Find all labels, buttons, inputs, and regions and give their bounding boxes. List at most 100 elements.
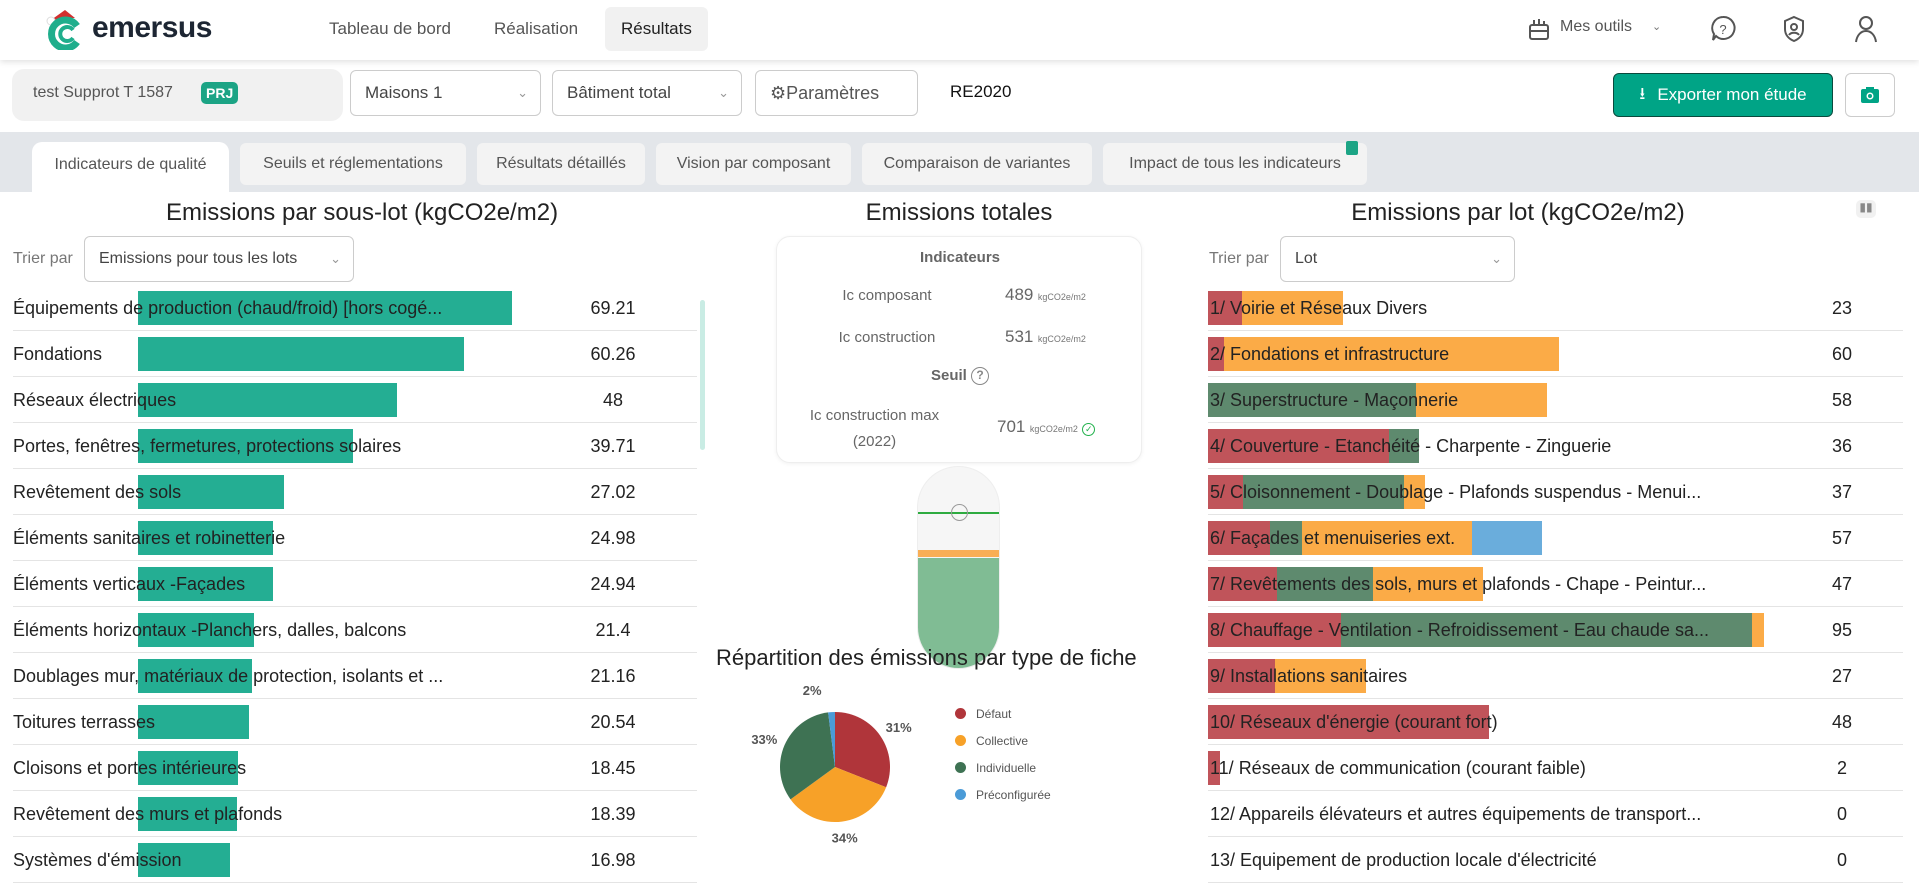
table-row[interactable]: 12/ Appareils élévateurs et autres équip… xyxy=(1208,791,1903,837)
tab-seuils[interactable]: Seuils et réglementations xyxy=(240,143,466,185)
table-row[interactable]: Systèmes d'émission 16.98 xyxy=(13,837,697,883)
pie-slice-collective[interactable] xyxy=(790,767,887,822)
nav-tableau-de-bord[interactable]: Tableau de bord xyxy=(329,19,451,38)
emissions-gauge xyxy=(917,466,1000,669)
segment-individuelle xyxy=(1277,567,1374,601)
ic-composant-label: Ic composant xyxy=(842,287,932,304)
chart-view-icon[interactable]: ▮▮ xyxy=(1856,200,1876,218)
table-row[interactable]: Doublages mur, matériaux de protection, … xyxy=(13,653,697,699)
legend-item[interactable]: Préconfigurée xyxy=(955,781,1051,808)
table-row[interactable]: Réseaux électriques 48 xyxy=(13,377,697,423)
shield-user-icon[interactable] xyxy=(1781,15,1807,43)
pie-data-label: 34% xyxy=(832,830,858,845)
tab-resultats-detailles[interactable]: Résultats détaillés xyxy=(477,143,645,185)
legend-dot xyxy=(955,789,966,800)
logo-icon[interactable] xyxy=(43,8,87,52)
table-row[interactable]: Éléments verticaux -Façades 24.94 xyxy=(13,561,697,607)
regulation-label: RE2020 xyxy=(950,82,1012,101)
unit: kgCO2e/m2 xyxy=(1037,292,1086,302)
table-row[interactable]: 10/ Réseaux d'énergie (courant fort) 48 xyxy=(1208,699,1903,745)
table-row[interactable]: Éléments horizontaux -Planchers, dalles,… xyxy=(13,607,697,653)
chevron-down-icon: ⌄ xyxy=(1491,251,1502,266)
emission-bar xyxy=(138,797,238,831)
table-row[interactable]: Revêtement des murs et plafonds 18.39 xyxy=(13,791,697,837)
segment-defaut xyxy=(1208,337,1225,371)
table-row[interactable]: 13/ Equipement de production locale d'él… xyxy=(1208,837,1903,883)
building-select[interactable]: Maisons 1 ⌄ xyxy=(350,70,541,116)
table-row[interactable]: 7/ Revêtements des sols, murs et plafond… xyxy=(1208,561,1903,607)
table-row[interactable]: Fondations 60.26 xyxy=(13,331,697,377)
nav-realisation[interactable]: Réalisation xyxy=(494,19,579,38)
table-row[interactable]: Revêtement des sols 27.02 xyxy=(13,469,697,515)
table-row[interactable]: 5/ Cloisonnement - Doublage - Plafonds s… xyxy=(1208,469,1903,515)
ic-construction-value: 531 kgCO2e/m2 xyxy=(1005,327,1086,347)
tab-impact-indicateurs[interactable]: Impact de tous les indicateurs xyxy=(1103,143,1367,185)
export-button[interactable]: ⭳ Exporter mon étude xyxy=(1613,73,1833,117)
table-row[interactable]: 3/ Superstructure - Maçonnerie 58 xyxy=(1208,377,1903,423)
pie-slice-défaut[interactable] xyxy=(835,712,890,788)
right-sort-label: Trier par xyxy=(1209,250,1269,267)
gauge-fill xyxy=(918,557,999,668)
tab-comparaison-variantes[interactable]: Comparaison de variantes xyxy=(862,143,1092,185)
row-value: 0 xyxy=(1836,850,1847,870)
legend-dot xyxy=(955,735,966,746)
table-row[interactable]: 6/ Façades et menuiseries ext. 57 xyxy=(1208,515,1903,561)
toolbox-icon[interactable] xyxy=(1526,16,1552,42)
right-sort-select[interactable]: Lot ⌄ xyxy=(1280,236,1515,282)
legend-item[interactable]: Défaut xyxy=(955,700,1051,727)
table-row[interactable]: 9/ Installations sanitaires 27 xyxy=(1208,653,1903,699)
row-value: 2 xyxy=(1836,758,1847,778)
chevron-down-icon[interactable]: ⌄ xyxy=(1652,21,1662,33)
screenshot-button[interactable] xyxy=(1845,73,1895,117)
row-label: 11/ Réseaux de communication (courant fa… xyxy=(1210,758,1586,778)
user-icon[interactable] xyxy=(1853,15,1879,43)
ic-composant-value: 489 kgCO2e/m2 xyxy=(1005,285,1086,305)
comment-icon xyxy=(1346,141,1358,155)
emission-bar xyxy=(138,383,398,417)
emission-bar xyxy=(138,751,238,785)
legend-item[interactable]: Collective xyxy=(955,727,1051,754)
row-label: 6/ Façades et menuiseries ext. xyxy=(1210,528,1456,548)
pie-slice-préconfigurée[interactable] xyxy=(828,712,835,767)
table-row[interactable]: Cloisons et portes intérieures 18.45 xyxy=(13,745,697,791)
legend-label: Défaut xyxy=(976,706,1012,721)
project-toolbar: test Supprot T 1587 PRJ Maisons 1 ⌄ Bâtim… xyxy=(0,60,1919,132)
table-row[interactable]: 2/ Fondations et infrastructure 60 xyxy=(1208,331,1903,377)
pie-data-label: 33% xyxy=(751,732,777,747)
left-scrollbar[interactable] xyxy=(700,300,705,450)
emission-bar xyxy=(138,843,230,877)
scope-select[interactable]: Bâtiment total ⌄ xyxy=(552,70,742,116)
row-value: 24.98 xyxy=(590,528,636,548)
table-row[interactable]: 8/ Chauffage - Ventilation - Refroidisse… xyxy=(1208,607,1903,653)
segment-defaut xyxy=(1208,429,1390,463)
project-badge: PRJ xyxy=(201,82,239,104)
left-sort-select[interactable]: Emissions pour tous les lots ⌄ xyxy=(84,236,354,282)
table-row[interactable]: Toitures terrasses 20.54 xyxy=(13,699,697,745)
parametres-button[interactable]: ⚙Paramètres xyxy=(755,70,918,116)
tab-indicateurs-qualite[interactable]: Indicateurs de qualité xyxy=(32,142,229,192)
row-value: 21.4 xyxy=(595,620,631,640)
row-value: 18.39 xyxy=(590,804,636,824)
row-label: Équipements de production (chaud/froid) … xyxy=(13,298,443,318)
segment-collective xyxy=(1274,659,1367,693)
legend-label: Individuelle xyxy=(976,760,1037,775)
segment-defaut xyxy=(1208,291,1242,325)
right-sort-value: Lot xyxy=(1295,250,1318,267)
table-row[interactable]: Équipements de production (chaud/froid) … xyxy=(13,285,697,331)
row-label: Éléments sanitaires et robinetterie xyxy=(13,528,286,548)
table-row[interactable]: Portes, fenêtres, fermetures, protection… xyxy=(13,423,697,469)
nav-resultats[interactable]: Résultats xyxy=(605,7,708,51)
legend-item[interactable]: Individuelle xyxy=(955,754,1051,781)
table-row[interactable]: 4/ Couverture - Etanchéité - Charpente -… xyxy=(1208,423,1903,469)
tab-vision-composant[interactable]: Vision par composant xyxy=(656,143,851,185)
unit: kgCO2e/m2 xyxy=(1029,424,1078,434)
mes-outils-menu[interactable]: Mes outils xyxy=(1560,18,1633,35)
help-icon[interactable]: ? xyxy=(971,367,990,386)
segment-preconfiguree xyxy=(1471,521,1542,555)
table-row[interactable]: Éléments sanitaires et robinetterie 24.98 xyxy=(13,515,697,561)
segment-defaut xyxy=(1208,521,1271,555)
table-row[interactable]: 11/ Réseaux de communication (courant fa… xyxy=(1208,745,1903,791)
help-icon[interactable]: ? xyxy=(1709,15,1737,43)
table-row[interactable]: 1/ Voirie et Réseaux Divers 23 xyxy=(1208,285,1903,331)
pie-slice-individuelle[interactable] xyxy=(780,712,835,800)
